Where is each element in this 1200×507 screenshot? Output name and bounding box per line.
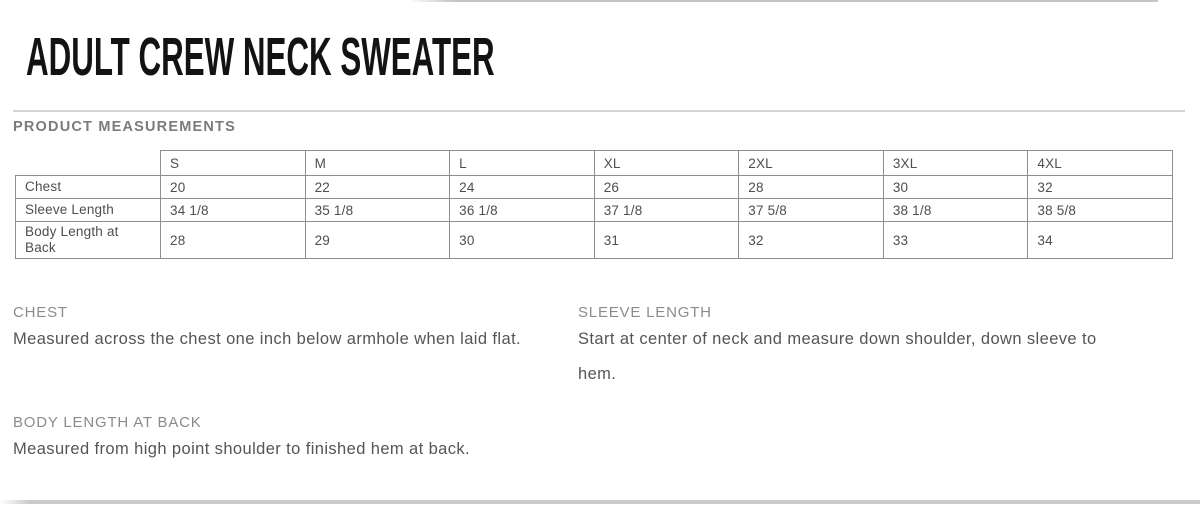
bodylength-value-4xl: 34 — [1027, 221, 1173, 259]
definition-body-length-at-back-text: Measured from high point shoulder to fin… — [13, 440, 471, 458]
section-heading-product-measurements: PRODUCT MEASUREMENTS — [13, 119, 236, 135]
sleeve-value-m: 35 1/8 — [304, 198, 451, 222]
definition-chest-text: Measured across the chest one inch below… — [13, 330, 522, 348]
chest-value-2xl: 28 — [738, 175, 884, 199]
sleeve-value-xl: 37 1/8 — [593, 198, 740, 222]
page-title-text: ADULT CREW NECK SWEATER — [26, 27, 495, 87]
row-label-body-length-at-back: Body Length at Back — [15, 221, 161, 259]
definition-body-length-at-back: BODY LENGTH AT BACK Measured from high p… — [13, 413, 553, 467]
chest-value-4xl: 32 — [1027, 175, 1173, 199]
size-column-header-3xl: 3XL — [882, 150, 1029, 176]
chest-value-3xl: 30 — [882, 175, 1029, 199]
definition-sleeve-length-text: Start at center of neck and measure down… — [578, 330, 1097, 383]
chest-value-m: 22 — [304, 175, 451, 199]
bodylength-value-2xl: 32 — [738, 221, 884, 259]
definition-sleeve-length-heading: SLEEVE LENGTH — [578, 304, 712, 321]
sleeve-value-4xl: 38 5/8 — [1027, 198, 1173, 222]
row-label-sleeve-length: Sleeve Length — [15, 198, 161, 222]
size-column-header-xl: XL — [593, 150, 740, 176]
measurements-table: S M L XL 2XL 3XL 4XL Chest 20 22 24 26 2… — [15, 150, 1173, 259]
bodylength-value-m: 29 — [304, 221, 451, 259]
definition-chest: CHEST Measured across the chest one inch… — [13, 303, 553, 357]
bodylength-value-xl: 31 — [593, 221, 740, 259]
bodylength-value-3xl: 33 — [882, 221, 1029, 259]
table-corner-cell — [16, 151, 161, 176]
size-column-header-2xl: 2XL — [738, 150, 884, 176]
chest-value-xl: 26 — [593, 175, 740, 199]
horizontal-scrollbar[interactable] — [0, 500, 1200, 504]
table-row-chest: Chest 20 22 24 26 28 30 32 — [15, 175, 1173, 199]
size-column-header-s: S — [160, 150, 306, 176]
table-row-body-length-at-back: Body Length at Back 28 29 30 31 32 33 34 — [15, 221, 1173, 259]
bodylength-value-s: 28 — [160, 221, 306, 259]
sleeve-value-l: 36 1/8 — [449, 198, 595, 222]
size-column-header-m: M — [304, 150, 451, 176]
size-column-header-4xl: 4XL — [1027, 150, 1173, 176]
sleeve-value-2xl: 37 5/8 — [738, 198, 884, 222]
bodylength-value-l: 30 — [449, 221, 595, 259]
table-row-sleeve-length: Sleeve Length 34 1/8 35 1/8 36 1/8 37 1/… — [15, 198, 1173, 222]
row-label-chest: Chest — [15, 175, 161, 199]
table-header-row: S M L XL 2XL 3XL 4XL — [16, 150, 1173, 176]
definition-body-length-at-back-heading: BODY LENGTH AT BACK — [13, 414, 202, 431]
sleeve-value-3xl: 38 1/8 — [882, 198, 1029, 222]
page-title: ADULT CREW NECK SWEATER — [26, 30, 834, 84]
chest-value-s: 20 — [160, 175, 306, 199]
definition-chest-heading: CHEST — [13, 304, 68, 321]
definition-sleeve-length: SLEEVE LENGTH Start at center of neck an… — [578, 303, 1115, 392]
size-column-header-l: L — [449, 150, 595, 176]
section-divider — [13, 110, 1185, 112]
top-edge-line — [408, 0, 1158, 2]
chest-value-l: 24 — [449, 175, 595, 199]
sleeve-value-s: 34 1/8 — [160, 198, 306, 222]
